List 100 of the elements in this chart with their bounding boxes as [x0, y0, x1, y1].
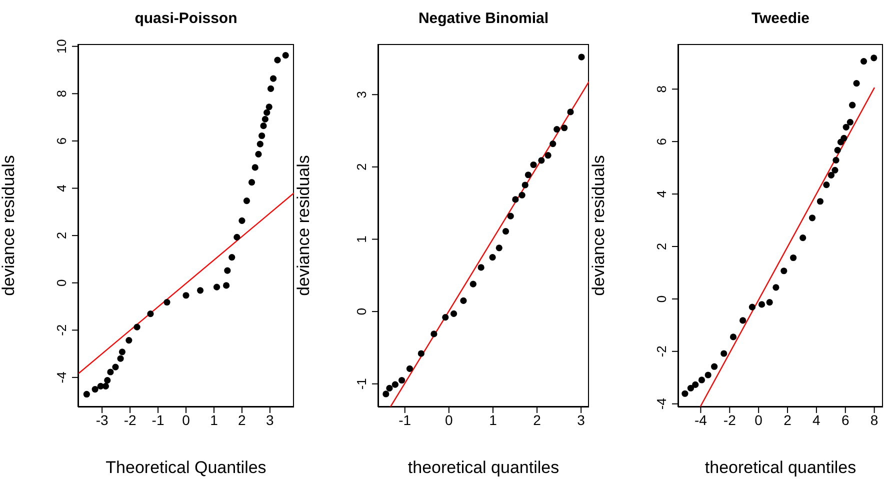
point: [766, 299, 773, 306]
point: [213, 284, 220, 290]
point: [228, 254, 236, 261]
point: [834, 146, 841, 154]
point: [512, 196, 519, 203]
y-tick-label: -1: [354, 378, 369, 390]
point: [828, 172, 835, 178]
x-tick-label: 1: [489, 412, 498, 428]
y-tick-label: 4: [654, 190, 669, 198]
point: [398, 376, 406, 384]
point: [522, 182, 528, 188]
y-tick-label: 3: [354, 91, 369, 98]
point: [808, 214, 816, 222]
x-tick-label: 2: [784, 412, 792, 428]
point: [507, 212, 514, 220]
y-tick-label: 10: [54, 39, 69, 54]
point: [243, 197, 250, 204]
point: [832, 156, 840, 164]
point: [687, 384, 694, 392]
point: [748, 304, 756, 310]
point: [502, 228, 510, 235]
point: [248, 179, 256, 186]
chart-title: quasi-Poisson: [134, 10, 238, 27]
point: [740, 317, 746, 324]
point: [382, 390, 390, 398]
y-tick-label: 8: [54, 90, 69, 98]
y-axis-title: deviance residuals: [294, 155, 314, 296]
point: [282, 52, 289, 59]
x-tick-label: 2: [533, 412, 542, 428]
point: [524, 172, 532, 178]
x-tick-label: 0: [445, 412, 454, 428]
x-tick-label: -3: [96, 412, 108, 428]
x-tick-label: -1: [398, 412, 412, 428]
point: [255, 150, 262, 158]
point: [104, 376, 111, 384]
point: [704, 372, 712, 378]
chart-title: Negative Binomial: [417, 10, 550, 27]
point: [134, 324, 140, 330]
x-tick-label: 2: [238, 412, 246, 428]
x-tick-label: -4: [694, 412, 708, 428]
x-tick-label: 6: [841, 412, 850, 428]
x-tick-label: -2: [723, 412, 736, 428]
point: [182, 292, 190, 299]
point: [126, 337, 132, 344]
point: [83, 390, 90, 398]
y-tick-label: 6: [654, 138, 669, 146]
x-tick-label: 3: [577, 412, 586, 428]
point: [260, 122, 267, 130]
point: [164, 298, 170, 306]
point: [692, 381, 699, 388]
point: [470, 280, 476, 288]
x-axis-title: theoretical quantiles: [408, 458, 560, 477]
y-tick-label: -2: [654, 346, 669, 358]
point: [496, 244, 502, 252]
point: [518, 192, 526, 198]
point: [832, 166, 838, 174]
y-tick-label: 6: [54, 137, 69, 145]
point: [196, 287, 204, 294]
point: [112, 364, 119, 370]
point: [234, 234, 240, 241]
point: [870, 54, 878, 62]
point: [274, 56, 281, 64]
point: [578, 54, 585, 60]
point: [386, 384, 393, 392]
point: [258, 132, 266, 140]
point: [256, 140, 264, 148]
x-tick-label: 4: [812, 412, 821, 428]
point: [772, 284, 780, 291]
point: [780, 268, 788, 274]
point: [102, 382, 109, 390]
point: [554, 126, 560, 133]
point: [720, 350, 728, 357]
point: [842, 124, 850, 130]
point: [92, 386, 98, 393]
point: [262, 116, 268, 122]
point: [544, 152, 552, 159]
chart-title: Tweedie: [750, 10, 811, 27]
point: [418, 350, 424, 357]
y-tick-label: 2: [354, 163, 369, 171]
point: [118, 348, 126, 356]
y-tick-label: 0: [654, 295, 669, 303]
x-tick-label: 0: [182, 412, 190, 428]
point: [860, 58, 868, 65]
point: [406, 365, 414, 372]
point: [790, 254, 797, 262]
point: [252, 164, 258, 171]
point: [430, 330, 438, 338]
point: [478, 264, 484, 271]
y-tick-label: 2: [54, 232, 69, 240]
point: [567, 108, 574, 116]
point: [222, 282, 230, 289]
y-tick-label: 0: [54, 279, 69, 286]
point: [266, 104, 272, 110]
point: [840, 134, 848, 142]
point: [460, 297, 467, 304]
x-axis-title: Theoretical Quantiles: [106, 458, 266, 477]
point: [853, 80, 860, 87]
point: [442, 314, 449, 321]
point: [698, 376, 706, 384]
x-tick-label: 1: [210, 412, 218, 428]
